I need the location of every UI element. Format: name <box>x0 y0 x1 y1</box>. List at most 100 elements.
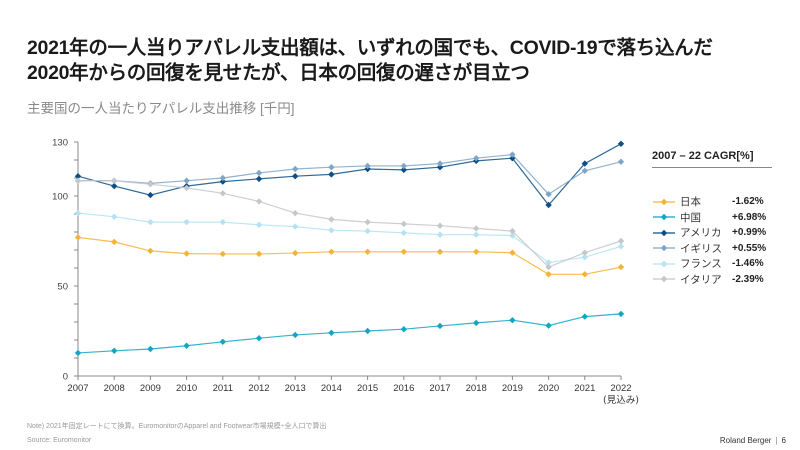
data-point <box>255 198 263 205</box>
data-point <box>436 222 444 229</box>
divider: | <box>775 436 778 445</box>
data-point <box>400 229 407 237</box>
data-point <box>183 250 190 257</box>
data-point <box>617 237 625 245</box>
data-point <box>219 174 226 182</box>
data-point <box>436 248 444 255</box>
footnote: Note) 2021年固定レートにて換算。EuromonitorのApparel… <box>27 423 327 430</box>
title-line-2: 2020年からの回復を見せたが、日本の回復の遅さが目立つ <box>27 62 530 84</box>
data-point <box>473 225 480 232</box>
data-point <box>581 249 588 256</box>
legend-label: 中国 <box>680 211 701 224</box>
x-tick-label: 2008 <box>104 383 125 394</box>
legend-title: 2007 – 22 CAGR[%] <box>652 150 772 168</box>
data-point <box>111 213 118 220</box>
data-point <box>617 158 625 165</box>
data-point <box>328 164 335 171</box>
legend-marker-icon <box>653 276 675 283</box>
data-point <box>617 140 625 147</box>
chart-subtitle: 主要国の一人当たりアパレル支出推移 [千円] <box>27 101 295 116</box>
data-point <box>255 250 263 258</box>
data-point <box>473 248 480 255</box>
data-point <box>292 331 299 339</box>
x-tick-label: 2017 <box>429 383 450 394</box>
legend-item: アメリカ +0.99% <box>652 225 772 241</box>
legend-cagr: +0.99% <box>732 227 767 239</box>
page-title: 2021年の一人当りアパレル支出額は、いずれの国でも、COVID-19で落ち込ん… <box>27 36 787 86</box>
data-point <box>617 310 625 318</box>
data-point <box>328 248 335 255</box>
data-point <box>219 250 226 258</box>
data-point <box>581 167 588 174</box>
data-point <box>183 342 190 349</box>
data-point <box>74 234 82 241</box>
legend-marker-icon <box>653 245 675 252</box>
legend-cagr: +0.55% <box>732 242 767 254</box>
legend-label: イタリア <box>680 273 722 286</box>
data-point <box>400 326 407 333</box>
data-point <box>183 177 190 184</box>
data-point <box>436 231 444 238</box>
legend-items: 日本 -1.62% 中国 +6.98% アメリカ +0.99% イギリス +0.55% フランス… <box>652 194 772 287</box>
data-point <box>581 254 588 261</box>
legend-cagr: -2.39% <box>732 273 764 285</box>
legend-item: 中国 +6.98% <box>652 210 772 226</box>
data-point <box>147 191 154 199</box>
data-point <box>328 171 335 178</box>
legend-label: 日本 <box>680 196 701 209</box>
x-tick-label: 2015 <box>357 383 378 394</box>
data-point <box>617 263 625 271</box>
data-point <box>219 190 226 197</box>
data-point <box>328 227 335 234</box>
data-point <box>147 345 154 353</box>
data-point <box>74 173 82 180</box>
data-point <box>581 313 588 320</box>
data-point <box>292 223 299 230</box>
data-point <box>219 218 226 226</box>
data-point <box>183 218 190 226</box>
data-point <box>509 151 516 158</box>
data-point <box>400 166 407 174</box>
x-tick-label: 2011 <box>213 383 233 394</box>
data-point <box>473 155 480 162</box>
data-point <box>255 221 263 228</box>
source-note: Source: Euromonitor <box>27 437 92 444</box>
data-point <box>545 201 552 209</box>
data-point <box>74 177 82 184</box>
data-point <box>147 218 154 226</box>
data-point <box>292 173 299 180</box>
data-point <box>219 178 226 185</box>
data-point <box>111 177 118 184</box>
data-point <box>147 247 154 255</box>
data-point <box>509 232 516 239</box>
data-point <box>436 322 444 330</box>
x-tick-label: 2012 <box>248 383 269 394</box>
legend-item: 日本 -1.62% <box>652 194 772 210</box>
page-number: 6 <box>781 436 786 445</box>
data-point <box>400 162 407 170</box>
data-point <box>292 249 299 257</box>
legend: 2007 – 22 CAGR[%] 日本 -1.62% 中国 +6.98% アメリカ +0… <box>652 150 772 287</box>
data-point <box>328 216 335 223</box>
data-point <box>509 317 516 324</box>
data-point <box>545 191 552 198</box>
data-point <box>255 335 263 342</box>
data-point <box>509 227 516 235</box>
data-point <box>255 169 263 177</box>
data-point <box>436 164 444 171</box>
y-tick-label: 0 <box>63 372 68 383</box>
legend-marker-icon <box>653 214 675 221</box>
data-point <box>292 209 299 217</box>
data-point <box>111 182 118 190</box>
data-point <box>400 248 407 255</box>
data-point <box>147 181 154 188</box>
y-tick-label: 130 <box>52 138 68 149</box>
legend-label: アメリカ <box>680 227 722 240</box>
series-line-1 <box>77 313 622 354</box>
x-tick-label: 2022 <box>610 383 631 394</box>
x-tick-sublabel: (見込み) <box>603 395 639 406</box>
data-point <box>581 271 588 278</box>
data-point <box>545 263 552 271</box>
data-point <box>473 231 480 238</box>
